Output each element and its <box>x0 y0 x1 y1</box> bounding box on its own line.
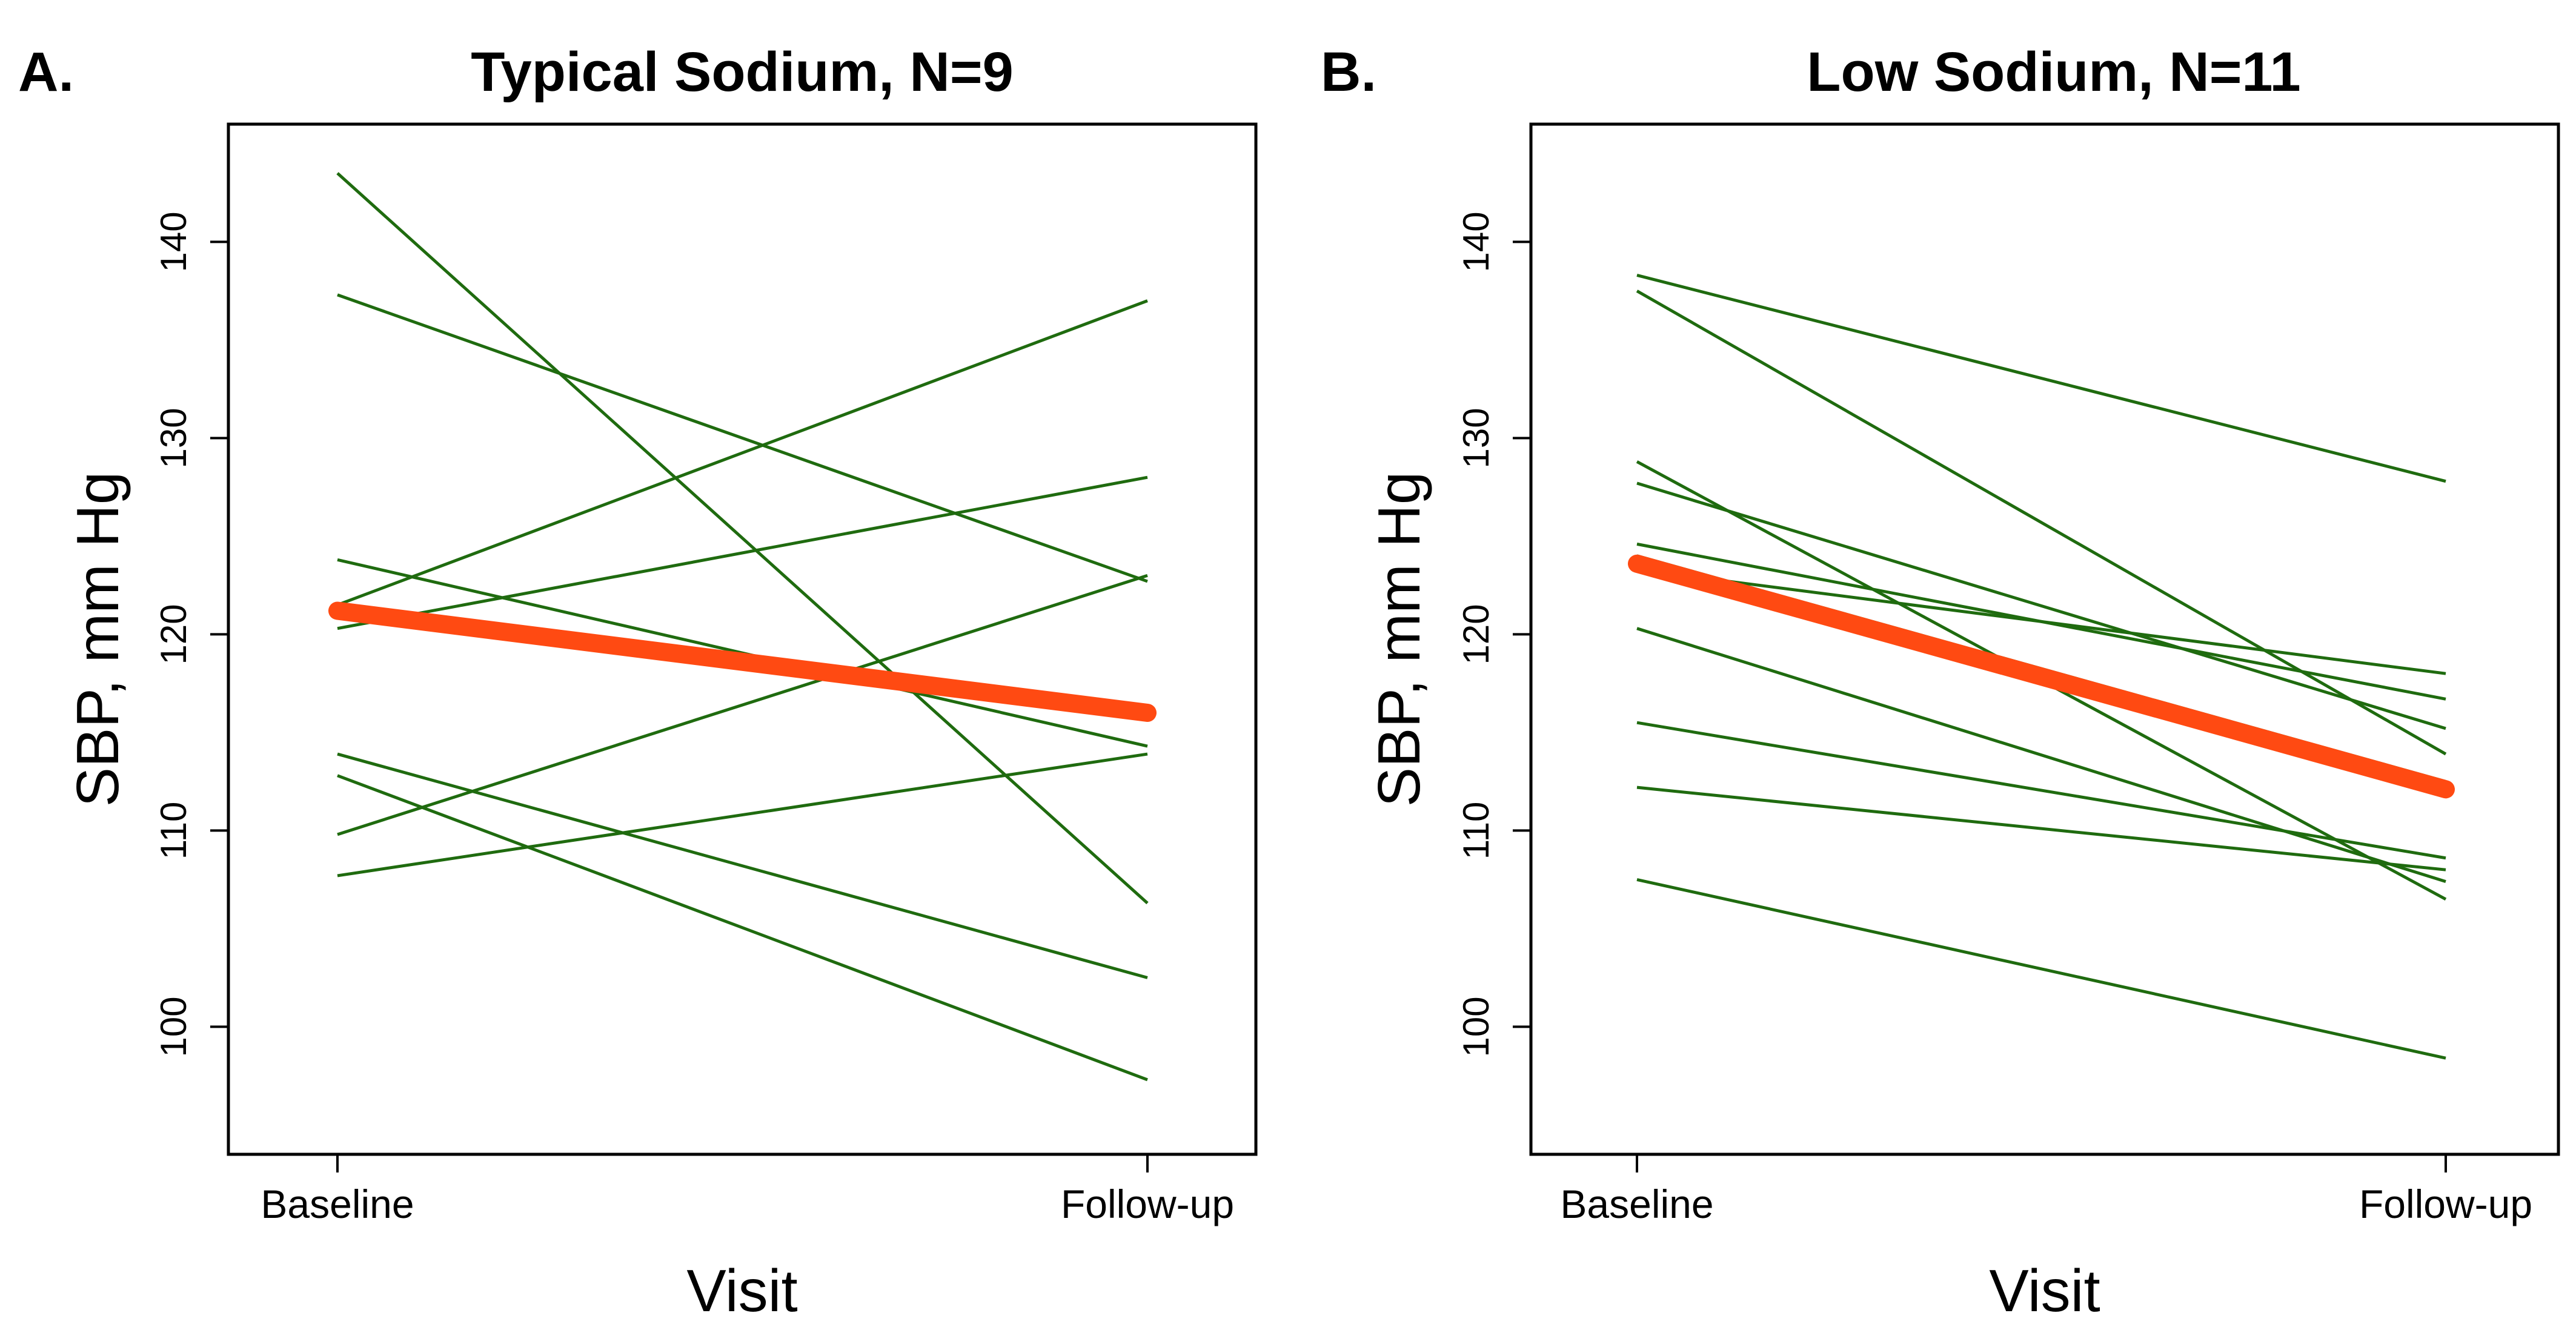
y-tick-label: 110 <box>153 802 194 860</box>
series-line-subject-1 <box>1636 274 2446 483</box>
y-tick-label: 130 <box>153 408 194 468</box>
y-tick-label: 100 <box>1456 996 1496 1057</box>
x-tick-label: Baseline <box>1560 1182 1713 1226</box>
y-tick-label: 110 <box>1456 802 1496 860</box>
x-axis-label: Visit <box>1989 1257 2100 1324</box>
y-axis: 100 110 120 130 140 <box>153 211 228 1057</box>
x-axis-label: Visit <box>686 1257 797 1324</box>
y-tick-label: 140 <box>1456 211 1496 272</box>
series-line-subject-10 <box>1636 878 2446 1060</box>
y-tick-label: 120 <box>1456 604 1496 664</box>
series-line-subject-4 <box>1636 481 2446 730</box>
series-line-subject-4 <box>337 299 1148 607</box>
series-line-subject-6 <box>337 752 1148 979</box>
x-tick-label: Baseline <box>261 1182 414 1226</box>
series-line-subject-8 <box>1636 721 2446 860</box>
y-tick-label: 120 <box>153 604 194 664</box>
y-axis: 100 110 120 130 140 <box>1456 211 1531 1057</box>
plot-frame <box>227 122 1258 1156</box>
chart-panel-2: B. Low Sodium, N=11 100 110 120 130 140 Baselin… <box>1321 41 2560 1324</box>
y-tick-label: 140 <box>153 211 194 272</box>
mean-series-line <box>1628 554 2455 799</box>
x-axis: Baseline Follow-up <box>261 1154 1234 1226</box>
series-line-subject-1 <box>336 172 1149 905</box>
plot-frame <box>1529 122 2560 1156</box>
series-line-subject-9 <box>1636 785 2446 871</box>
series-line-subject-7 <box>1636 627 2446 884</box>
y-tick-label: 130 <box>1456 408 1496 468</box>
y-axis-label: SBP, mm Hg <box>1366 472 1432 807</box>
series-lines <box>328 172 1157 1082</box>
series-line-subject-9 <box>337 752 1148 878</box>
x-tick-label: Follow-up <box>2359 1182 2532 1226</box>
y-axis-label: SBP, mm Hg <box>64 472 131 807</box>
chart-title: Low Sodium, N=11 <box>1807 41 2300 103</box>
chart-title: Typical Sodium, N=9 <box>471 41 1014 103</box>
x-tick-label: Follow-up <box>1061 1182 1234 1226</box>
y-tick-label: 100 <box>153 996 194 1057</box>
series-line-subject-2 <box>1636 289 2447 756</box>
mean-series-line <box>328 601 1157 722</box>
series-line-subject-8 <box>337 574 1148 836</box>
x-axis: Baseline Follow-up <box>1560 1154 2532 1226</box>
panel-label: B. <box>1321 41 1376 103</box>
panel-label: A. <box>18 41 74 103</box>
series-lines <box>1628 274 2455 1060</box>
series-line-subject-5 <box>337 475 1148 630</box>
series-line-subject-7 <box>337 774 1148 1082</box>
chart-panel-1: A. Typical Sodium, N=9 100 110 120 130 140 Base… <box>18 41 1258 1324</box>
series-line-subject-2 <box>337 293 1148 583</box>
series-line-subject-6 <box>1636 568 2446 675</box>
